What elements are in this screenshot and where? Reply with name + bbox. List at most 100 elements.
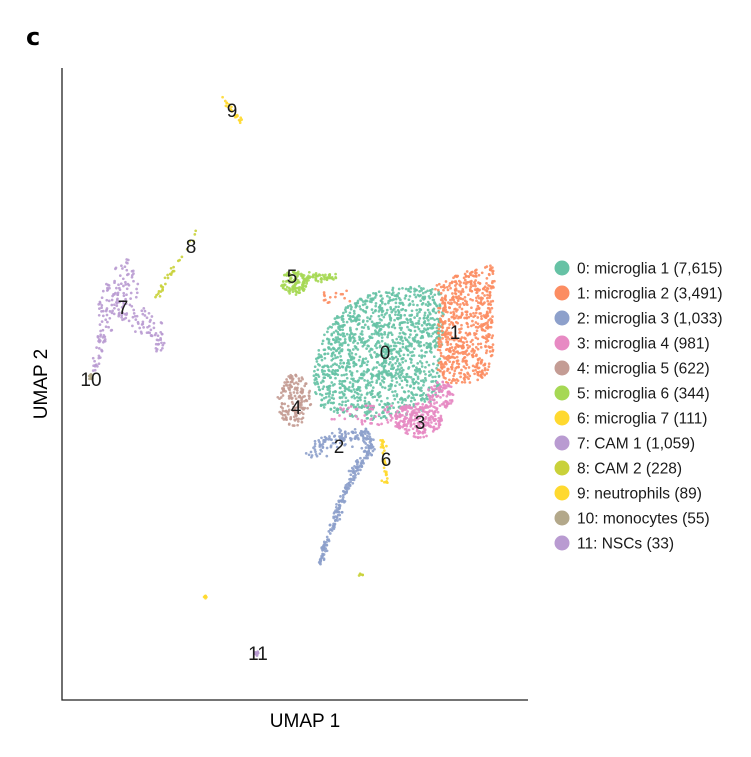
cell-point: [370, 414, 373, 418]
cell-point: [397, 305, 400, 309]
cell-point: [351, 348, 355, 351]
cell-point: [404, 309, 408, 312]
cell-point: [300, 406, 304, 410]
cell-point: [444, 308, 448, 312]
cell-point: [307, 391, 311, 394]
cell-point: [408, 294, 412, 298]
cell-point: [417, 430, 421, 433]
cell-point: [338, 431, 342, 434]
cell-point: [379, 438, 382, 442]
cell-point: [345, 364, 349, 368]
cell-point: [406, 396, 410, 399]
cell-point: [341, 341, 345, 345]
cell-point: [328, 392, 332, 395]
cell-point: [294, 290, 298, 293]
cell-point: [395, 393, 399, 396]
cell-point: [419, 406, 423, 410]
cell-point: [459, 351, 462, 355]
cell-point: [413, 398, 417, 402]
cell-point: [351, 481, 355, 485]
cell-point: [169, 266, 173, 270]
cell-point: [486, 327, 489, 330]
cell-point: [423, 313, 427, 317]
cell-point: [400, 407, 404, 411]
cell-point: [353, 345, 357, 348]
legend-swatch-3: [554, 335, 570, 351]
cell-point: [460, 307, 464, 311]
cell-point: [332, 410, 336, 413]
cell-point: [334, 295, 337, 299]
cell-point: [391, 288, 394, 292]
cell-point: [369, 418, 372, 421]
cell-point: [340, 344, 344, 347]
cell-point: [161, 343, 165, 347]
cell-point: [469, 314, 473, 318]
cell-point: [491, 348, 495, 352]
cell-point: [457, 294, 461, 298]
cell-point: [435, 427, 439, 431]
cell-point: [121, 311, 125, 315]
cell-point: [456, 365, 460, 369]
cell-point: [409, 287, 413, 290]
cell-point: [390, 310, 394, 314]
cell-point: [361, 300, 365, 303]
cell-point: [423, 327, 426, 331]
cell-point: [466, 371, 469, 375]
cell-point: [469, 340, 473, 344]
cell-point: [418, 394, 422, 397]
cell-point: [489, 325, 493, 329]
cell-point: [338, 379, 342, 383]
cell-point: [348, 381, 352, 384]
cell-point: [388, 357, 392, 361]
cell-point: [360, 393, 363, 397]
cell-point: [285, 285, 289, 289]
cell-point: [326, 330, 329, 334]
cell-point: [150, 334, 154, 338]
cell-point: [130, 275, 134, 279]
cell-point: [467, 315, 471, 319]
cell-point: [329, 348, 333, 351]
cell-point: [334, 276, 338, 280]
cell-point: [361, 459, 365, 462]
cell-point: [431, 380, 435, 383]
cell-point: [459, 297, 463, 301]
cell-point: [301, 377, 304, 381]
cell-point: [322, 291, 326, 294]
cell-point: [480, 373, 483, 376]
cell-point: [313, 448, 317, 451]
cell-point: [322, 396, 326, 400]
cell-point: [117, 300, 121, 304]
cell-point: [463, 316, 466, 320]
cell-point: [382, 368, 386, 372]
cell-point: [141, 312, 145, 316]
cell-point: [355, 466, 358, 470]
cell-point: [292, 270, 296, 274]
cell-point: [98, 323, 102, 326]
cell-point: [398, 331, 402, 335]
cell-point: [382, 366, 386, 370]
cell-point: [91, 369, 95, 372]
cell-point: [413, 418, 417, 421]
cell-point: [431, 332, 435, 335]
cell-point: [464, 366, 468, 370]
cell-point: [425, 331, 429, 335]
cell-point: [422, 370, 426, 373]
cell-point: [484, 351, 488, 355]
cell-point: [378, 344, 382, 348]
cell-point: [373, 332, 376, 336]
cell-point: [373, 447, 376, 451]
cell-point: [337, 332, 340, 336]
cell-point: [326, 327, 330, 330]
cell-point: [355, 369, 359, 373]
cell-point: [333, 322, 337, 326]
cell-point: [364, 438, 368, 441]
cell-point: [433, 293, 437, 297]
cell-point: [412, 354, 416, 357]
cell-point: [366, 367, 370, 371]
cell-point: [388, 296, 392, 299]
cell-point: [487, 365, 491, 368]
cell-point: [455, 337, 459, 341]
cell-point: [479, 346, 483, 349]
cell-point: [410, 423, 413, 427]
cell-point: [438, 306, 442, 310]
